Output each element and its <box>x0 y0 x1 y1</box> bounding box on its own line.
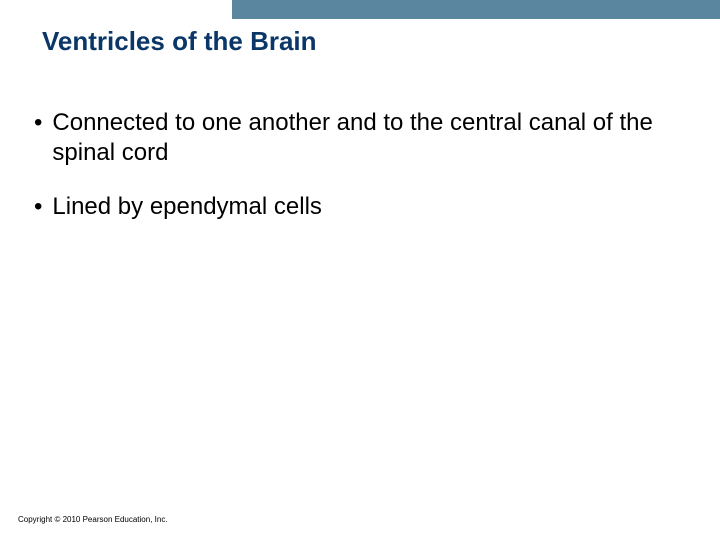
bullet-text: Connected to one another and to the cent… <box>52 108 674 168</box>
copyright-text: Copyright © 2010 Pearson Education, Inc. <box>18 515 168 524</box>
bullet-text: Lined by ependymal cells <box>52 192 322 222</box>
list-item: • Lined by ependymal cells <box>34 192 674 222</box>
bullet-list: • Connected to one another and to the ce… <box>34 108 674 246</box>
bullet-dot-icon: • <box>34 108 42 138</box>
slide-title: Ventricles of the Brain <box>42 26 317 57</box>
list-item: • Connected to one another and to the ce… <box>34 108 674 168</box>
header-accent-bar <box>232 0 720 19</box>
bullet-dot-icon: • <box>34 192 42 222</box>
